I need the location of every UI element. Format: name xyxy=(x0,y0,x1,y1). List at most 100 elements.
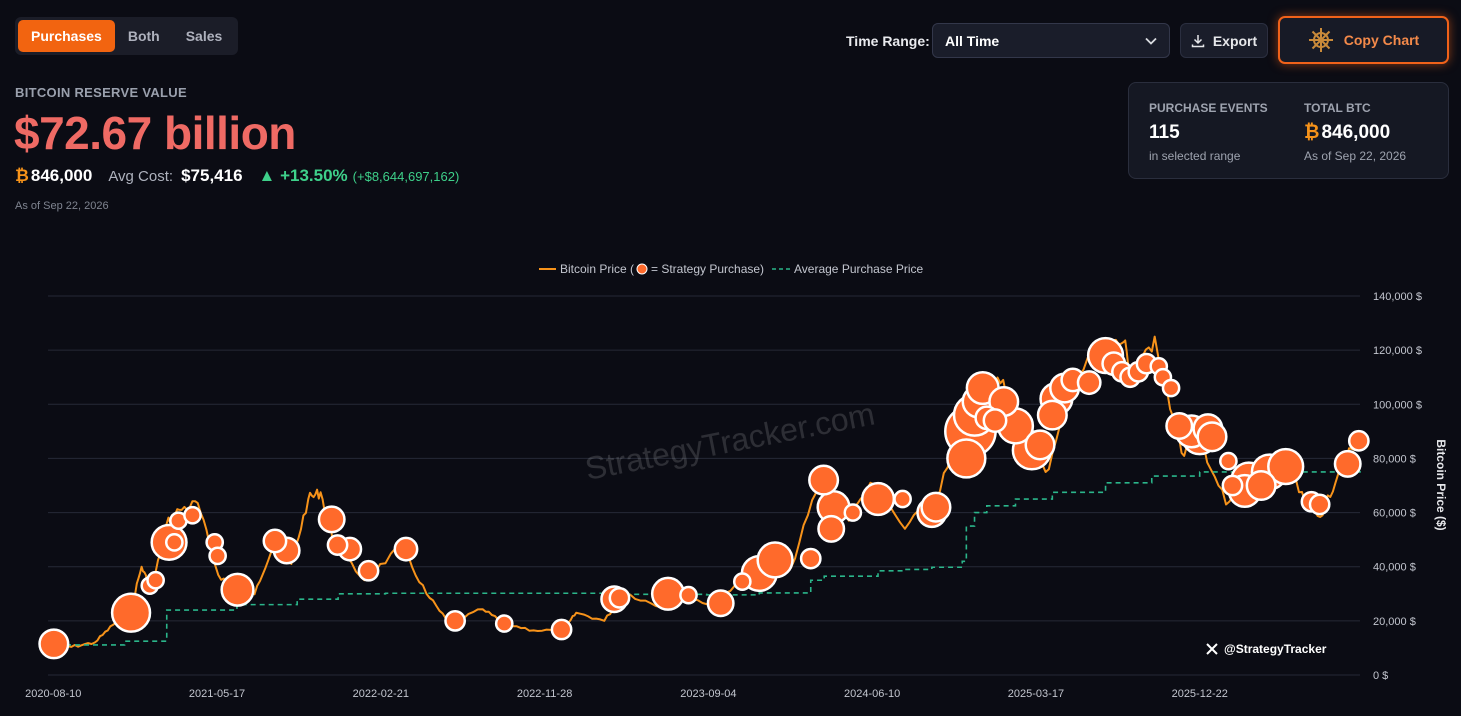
purchase-events-stat: PURCHASE EVENTS 115 in selected range xyxy=(1149,101,1268,163)
legend-label-average: Average Purchase Price xyxy=(794,262,924,276)
total-btc-stat: TOTAL BTC ₿ 846,000 As of Sep 22, 2026 xyxy=(1304,101,1406,163)
bitcoin-icon: ₿ xyxy=(15,166,29,185)
total-btc-label: TOTAL BTC xyxy=(1304,101,1371,115)
x-tick-label: 2023-09-04 xyxy=(680,688,736,700)
purchase-marker xyxy=(357,559,380,582)
time-range-select[interactable]: All Time xyxy=(932,23,1170,58)
purchase-marker xyxy=(1347,429,1370,452)
purchase-marker xyxy=(1161,378,1181,398)
copy-chart-label: Copy Chart xyxy=(1343,32,1420,48)
x-tick-label: 2021-05-17 xyxy=(189,688,245,700)
legend-swatch-purchase xyxy=(636,263,648,275)
purchase-marker xyxy=(110,592,152,633)
purchase-events-value: 115 xyxy=(1149,122,1180,143)
purchase-marker xyxy=(38,628,70,660)
y-tick-label: 0 $ xyxy=(1373,670,1388,682)
purchase-marker xyxy=(799,547,822,570)
y-tick-label: 20,000 $ xyxy=(1373,616,1416,628)
x-logo-glyph xyxy=(1206,643,1218,655)
purchase-marker xyxy=(146,570,165,590)
x-tick-label: 2022-02-21 xyxy=(353,688,409,700)
y-tick-label: 140,000 $ xyxy=(1373,291,1422,303)
time-range-label: Time Range: xyxy=(846,33,930,49)
download-icon xyxy=(1191,34,1205,47)
gain-percent: ▲ +13.50% xyxy=(258,166,348,185)
purchase-marker xyxy=(317,505,346,534)
ship-wheel-icon xyxy=(1308,28,1333,52)
x-tick-label: 2025-12-22 xyxy=(1172,688,1228,700)
purchase-events-sub: in selected range xyxy=(1149,149,1241,163)
legend-label-purchase: = Strategy Purchase) xyxy=(651,262,764,276)
view-toggle: Purchases Both Sales xyxy=(15,17,239,55)
total-btc-value-wrap: ₿ 846,000 xyxy=(1304,122,1406,144)
purchase-marker xyxy=(920,491,952,523)
tab-both[interactable]: Both xyxy=(127,28,160,44)
y-tick-label: 40,000 $ xyxy=(1373,562,1416,574)
y-tick-label: 60,000 $ xyxy=(1373,508,1416,520)
tab-sales[interactable]: Sales xyxy=(185,28,223,44)
purchase-marker xyxy=(860,481,896,517)
purchase-marker xyxy=(756,541,794,579)
purchase-marker xyxy=(1196,421,1228,453)
purchase-marker xyxy=(1267,447,1305,486)
purchase-marker xyxy=(1024,429,1056,461)
purchase-marker xyxy=(732,572,752,591)
time-range-value: All Time xyxy=(945,32,1000,49)
purchase-marker xyxy=(1219,451,1238,471)
purchase-marker xyxy=(326,534,349,556)
purchase-marker xyxy=(817,514,846,543)
avg-cost-label: Avg Cost: xyxy=(108,168,174,185)
purchase-marker xyxy=(262,528,288,554)
purchase-marker xyxy=(208,546,227,566)
export-label: Export xyxy=(1212,32,1258,49)
total-btc-sub: As of Sep 22, 2026 xyxy=(1304,149,1407,163)
purchase-marker xyxy=(1245,469,1277,502)
copy-chart-button[interactable]: Copy Chart xyxy=(1278,16,1449,64)
purchase-marker xyxy=(843,503,863,522)
total-btc-value: 846,000 xyxy=(1321,122,1391,143)
purchase-marker xyxy=(393,536,419,562)
purchase-marker xyxy=(444,609,467,632)
chevron-down-icon xyxy=(1145,37,1157,45)
btc-amount: 846,000 xyxy=(30,166,93,185)
purchase-marker xyxy=(1333,449,1362,478)
purchase-marker xyxy=(550,618,573,641)
tab-purchases[interactable]: Purchases xyxy=(18,20,115,52)
holdings-stats: ₿ 846,000 Avg Cost: $75,416 ▲ +13.50% (+… xyxy=(15,166,459,186)
purchase-marker xyxy=(808,464,840,496)
purchase-marker xyxy=(650,576,686,611)
twitter-handle: @StrategyTracker xyxy=(1224,642,1327,656)
as-of-date: As of Sep 22, 2026 xyxy=(15,200,109,212)
purchase-marker xyxy=(893,489,912,509)
purchase-marker xyxy=(494,614,514,633)
legend-label-bitcoin-price: Bitcoin Price ( xyxy=(560,262,634,276)
purchase-marker xyxy=(1165,411,1194,440)
x-logo-icon xyxy=(1206,643,1218,655)
y-axis-title: Bitcoin Price ($) xyxy=(1434,439,1448,530)
chart-legend: Bitcoin Price ( = Strategy Purchase) Avera… xyxy=(539,262,924,276)
purchase-marker xyxy=(706,589,735,618)
bitcoin-icon: ₿ xyxy=(1304,122,1320,143)
export-button[interactable]: Export xyxy=(1180,23,1268,58)
x-tick-label: 2020-08-10 xyxy=(25,688,81,700)
x-tick-label: 2022-11-28 xyxy=(517,688,572,700)
y-tick-label: 120,000 $ xyxy=(1373,345,1422,357)
purchase-marker xyxy=(946,438,987,479)
purchase-marker xyxy=(164,533,184,552)
x-tick-label: 2025-03-17 xyxy=(1008,688,1064,700)
purchase-marker xyxy=(1076,370,1102,396)
purchase-marker xyxy=(608,586,631,609)
y-tick-label: 80,000 $ xyxy=(1373,453,1416,465)
series-line-average-purchase-price xyxy=(48,470,1361,646)
purchase-marker xyxy=(679,585,698,605)
purchase-events-label: PURCHASE EVENTS xyxy=(1149,101,1268,115)
avg-cost-value: $75,416 xyxy=(181,166,243,185)
purchase-marker xyxy=(183,505,202,525)
reserve-label: BITCOIN RESERVE VALUE xyxy=(15,85,187,100)
y-tick-label: 100,000 $ xyxy=(1373,399,1422,411)
bitcoin-price-chart: 0 $ 20,000 $ 40,000 $ 60,000 $ 80,000 $ 100,0… xyxy=(25,262,1448,700)
purchase-marker xyxy=(220,572,255,607)
x-tick-label: 2024-06-10 xyxy=(844,688,900,700)
purchase-marker xyxy=(1036,399,1068,431)
purchase-marker xyxy=(1308,493,1331,516)
